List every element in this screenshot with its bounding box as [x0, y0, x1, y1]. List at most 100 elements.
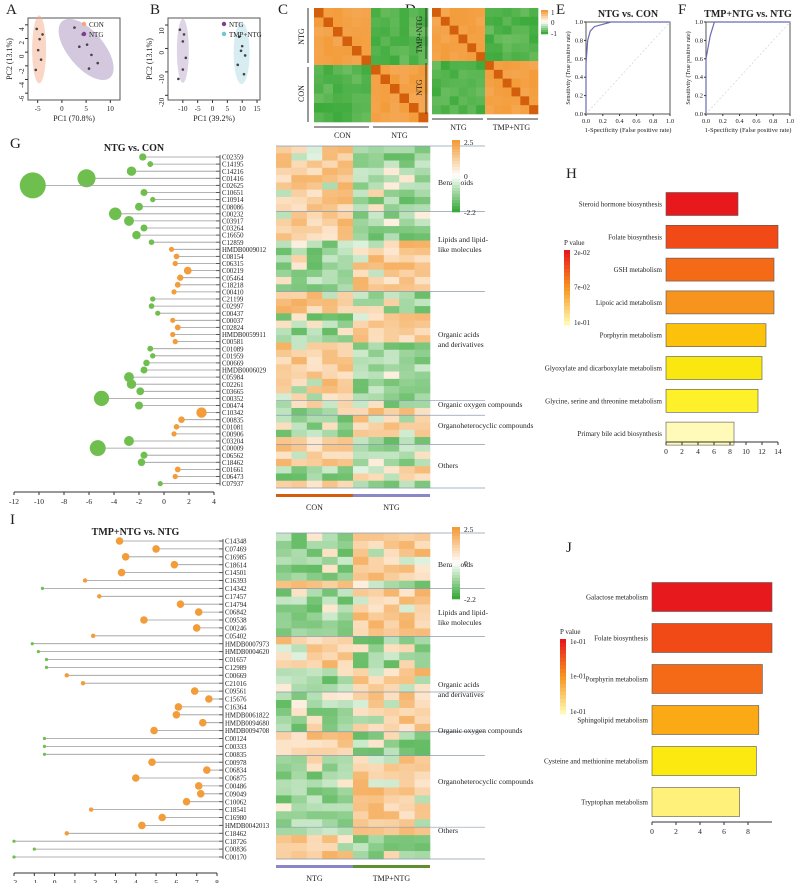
expression-cell — [414, 357, 431, 365]
heatmap-cell — [476, 87, 486, 97]
heatmap-cell — [399, 103, 410, 113]
heatmap-cell — [529, 61, 539, 71]
expression-cell — [414, 533, 431, 542]
expression-cell — [276, 723, 292, 733]
x-tick-label: 0 — [60, 105, 64, 113]
expression-cell — [399, 779, 415, 788]
expression-cell — [353, 556, 369, 566]
lollipop-dot — [196, 407, 207, 418]
y-tick-label: 1.0 — [575, 19, 583, 26]
expression-cell — [368, 226, 385, 234]
expression-cell — [368, 422, 385, 431]
metabolite-label: HMDB0094708 — [225, 728, 270, 735]
expression-cell — [291, 218, 308, 227]
sample-group-label: NTG — [306, 874, 323, 883]
pvalue-colorbar-segment — [564, 310, 570, 315]
metabolite-label: C15676 — [225, 697, 247, 704]
expression-cell — [337, 335, 354, 343]
legend-marker — [221, 21, 227, 27]
colorbar-segment — [452, 575, 460, 579]
expression-cell — [306, 211, 323, 220]
expression-cell — [399, 692, 415, 701]
expression-cell — [383, 556, 400, 566]
heatmap-cell — [352, 65, 362, 75]
expression-cell — [383, 153, 400, 161]
expression-cell — [368, 466, 385, 474]
expression-cell — [322, 795, 338, 804]
legend-label: TMP+NTG — [229, 31, 262, 39]
expression-cell — [414, 556, 431, 566]
expression-cell — [306, 146, 323, 154]
heatmap-cell — [476, 25, 486, 35]
colorbar-segment — [452, 593, 460, 597]
colorbar-segment — [452, 548, 460, 552]
heatmap-cell — [314, 84, 324, 94]
heatmap-cell — [390, 27, 400, 37]
x-tick-label: 10 — [107, 105, 115, 113]
expression-cell — [337, 255, 354, 263]
y-tick-label: 0 — [158, 50, 166, 54]
pvalue-colorbar-segment — [560, 710, 566, 715]
class-group-label: Others — [438, 826, 458, 835]
expression-cell — [399, 715, 415, 725]
pvalue-colorbar-segment — [560, 661, 566, 666]
heatmap-cell — [390, 65, 400, 75]
pvalue-colorbar-segment — [560, 695, 566, 700]
expression-cell — [337, 429, 354, 438]
metabolite-label: C09561 — [225, 689, 247, 696]
expression-cell — [322, 386, 338, 394]
expression-cell — [322, 262, 338, 271]
expression-cell — [383, 564, 400, 574]
expression-cell — [383, 240, 400, 249]
expression-cell — [383, 540, 400, 550]
expression-cell — [353, 739, 369, 748]
heatmap-cell — [520, 8, 530, 18]
expression-cell — [414, 196, 431, 205]
lollipop-dot — [203, 766, 211, 774]
expression-cell — [306, 233, 323, 241]
expression-cell — [337, 196, 354, 205]
pvalue-colorbar-segment — [560, 699, 566, 704]
y-tick-label: 0 — [18, 54, 26, 58]
metabolite-label: C17457 — [225, 594, 247, 601]
sample-point — [38, 37, 41, 41]
metabolite-label: C05984 — [222, 375, 244, 382]
metabolite-label: C07469 — [225, 547, 247, 554]
expression-cell — [337, 795, 354, 804]
expression-cell — [291, 779, 308, 788]
expression-cell — [337, 684, 354, 693]
metabolite-label: C16650 — [222, 233, 244, 240]
heatmap-cell — [502, 8, 512, 18]
expression-cell — [368, 636, 385, 645]
heatmap-cell — [493, 96, 503, 106]
expression-cell — [383, 707, 400, 717]
expression-cell — [337, 364, 354, 372]
heatmap-cell — [409, 55, 419, 66]
expression-cell — [306, 540, 323, 550]
row-group-label: CON — [297, 85, 306, 102]
expression-cell — [337, 723, 354, 733]
expression-cell — [353, 819, 369, 828]
lollipop-dot — [148, 239, 155, 245]
expression-cell — [291, 247, 308, 256]
expression-cell — [414, 211, 431, 220]
expression-cell — [383, 175, 400, 183]
expression-cell — [322, 843, 338, 852]
x-tick-label: 15 — [254, 105, 262, 113]
metabolite-label: C02824 — [222, 325, 244, 332]
colorbar-segment — [452, 527, 460, 531]
expression-cell — [368, 371, 385, 380]
expression-cell — [414, 715, 431, 725]
expression-cell — [337, 835, 354, 844]
lollipop-dot — [121, 553, 130, 561]
expression-cell — [276, 167, 292, 176]
expression-cell — [383, 723, 400, 733]
expression-cell — [306, 298, 323, 307]
expression-cell — [276, 548, 292, 558]
expression-cell — [276, 291, 292, 300]
expression-cell — [414, 819, 431, 828]
expression-cell — [291, 262, 308, 271]
expression-cell — [399, 652, 415, 661]
heatmap-cell — [511, 52, 521, 62]
sample-point — [96, 61, 100, 65]
